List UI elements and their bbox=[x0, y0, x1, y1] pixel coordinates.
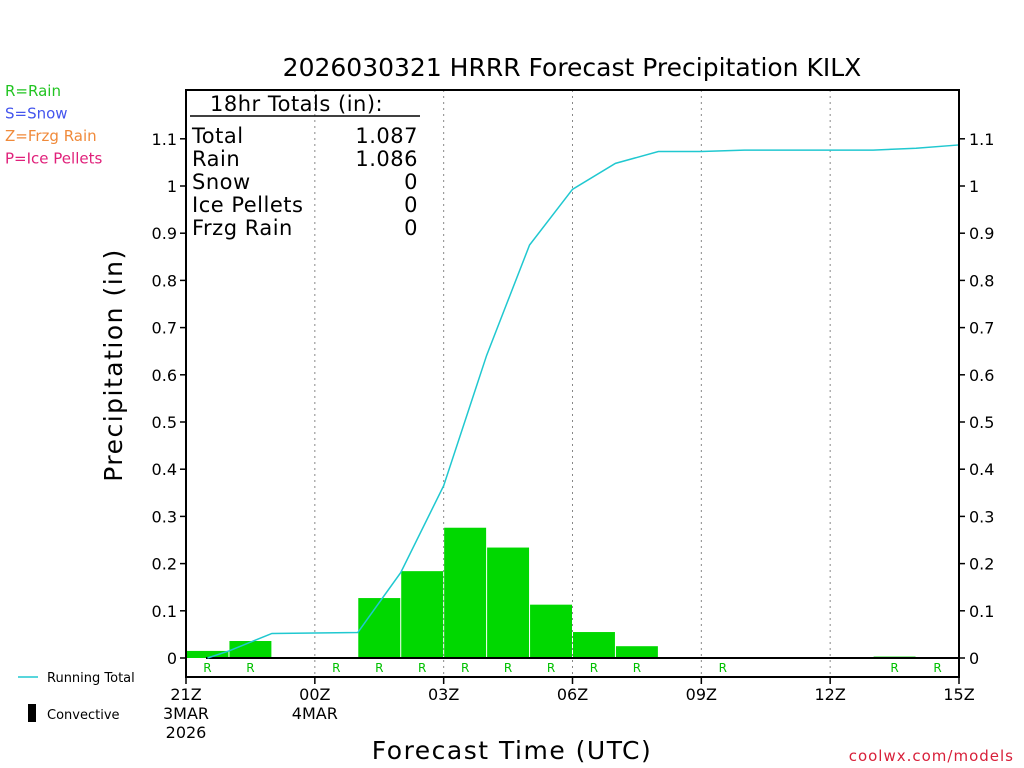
y-tick-label-left: 0.1 bbox=[152, 602, 177, 621]
x-tick-date: 3MAR bbox=[163, 704, 209, 723]
type-marker: R bbox=[332, 661, 340, 675]
y-tick-label-right: 0.2 bbox=[969, 555, 994, 574]
y-tick-label-right: 0.6 bbox=[969, 366, 994, 385]
type-legend-entry: Z=Frzg Rain bbox=[5, 127, 97, 145]
x-tick-year: 2026 bbox=[166, 723, 207, 742]
precip-bar bbox=[186, 650, 229, 658]
running-total-line bbox=[207, 144, 960, 659]
y-tick-label-left: 0.7 bbox=[152, 319, 177, 338]
y-tick-label-left: 0 bbox=[167, 649, 177, 668]
credit-text: coolwx.com/models bbox=[849, 747, 1014, 765]
totals-row-label: Rain bbox=[192, 147, 240, 171]
totals-row-value: 0 bbox=[404, 193, 418, 217]
precip-bar bbox=[573, 632, 615, 658]
totals-row-label: Snow bbox=[192, 170, 251, 194]
convective-legend-swatch bbox=[28, 704, 36, 722]
y-axis-ticks: 0 00.1 0.10.2 0.20.3 0.30.4 0.40.5 0.50.6 0.60.… bbox=[152, 130, 995, 668]
y-tick-label-right: 0.4 bbox=[969, 460, 994, 479]
y-tick-label-right: 0.3 bbox=[969, 507, 994, 526]
totals-rows: Total 1.087 Rain 1.086 Snow 0 Ice Pellets 0 Frzg… bbox=[191, 124, 418, 240]
precip-bar bbox=[358, 598, 401, 658]
running-total-polyline bbox=[207, 144, 960, 659]
y-tick-label-right: 1.1 bbox=[969, 130, 994, 149]
x-tick-label: 03Z bbox=[428, 685, 459, 704]
totals-row-label: Ice Pellets bbox=[192, 193, 303, 217]
precip-bar bbox=[229, 641, 272, 658]
precip-type-legend: R=Rain S=Snow Z=Frzg Rain P=Ice Pellets bbox=[5, 82, 102, 168]
totals-row-label: Frzg Rain bbox=[192, 216, 293, 240]
type-marker: R bbox=[633, 661, 641, 675]
y-tick-label-right: 0.8 bbox=[969, 271, 994, 290]
totals-heading: 18hr Totals (in): bbox=[210, 92, 383, 116]
totals-row-value: 0 bbox=[404, 216, 418, 240]
x-tick-label: 12Z bbox=[815, 685, 846, 704]
type-marker: R bbox=[547, 661, 555, 675]
y-tick-label-left: 0.5 bbox=[152, 413, 177, 432]
y-tick-label-right: 0.9 bbox=[969, 224, 994, 243]
type-marker: R bbox=[890, 661, 898, 675]
precip-bar bbox=[615, 646, 658, 658]
y-tick-label-right: 1 bbox=[969, 177, 979, 196]
type-legend-entry: S=Snow bbox=[5, 105, 68, 123]
type-marker: R bbox=[246, 661, 254, 675]
type-legend-entry: P=Ice Pellets bbox=[5, 150, 102, 168]
type-marker: R bbox=[375, 661, 383, 675]
y-tick-label-right: 0.5 bbox=[969, 413, 994, 432]
precip-bar bbox=[530, 604, 572, 658]
y-axis-title: Precipitation (in) bbox=[99, 248, 128, 482]
y-tick-label-left: 0.4 bbox=[152, 460, 177, 479]
y-tick-label-left: 0.3 bbox=[152, 507, 177, 526]
precip-bar bbox=[444, 527, 487, 658]
convective-legend-label: Convective bbox=[47, 708, 120, 723]
y-tick-label-right: 0 bbox=[969, 649, 979, 668]
x-tick-label: 00Z bbox=[299, 685, 330, 704]
y-tick-label-left: 0.8 bbox=[152, 271, 177, 290]
precip-bar bbox=[487, 547, 530, 658]
type-marker: R bbox=[203, 661, 211, 675]
type-marker: R bbox=[933, 661, 941, 675]
totals-row-value: 1.087 bbox=[355, 124, 418, 148]
type-marker: R bbox=[418, 661, 426, 675]
x-tick-date: 4MAR bbox=[292, 704, 338, 723]
y-tick-label-right: 0.7 bbox=[969, 319, 994, 338]
x-tick-label: 21Z bbox=[170, 685, 201, 704]
y-tick-label-left: 0.6 bbox=[152, 366, 177, 385]
type-marker: R bbox=[461, 661, 469, 675]
totals-row-value: 1.086 bbox=[355, 147, 418, 171]
x-axis-title: Forecast Time (UTC) bbox=[372, 736, 652, 765]
running-total-legend-label: Running Total bbox=[47, 671, 135, 686]
totals-row-label: Total bbox=[191, 124, 244, 148]
x-tick-label: 06Z bbox=[557, 685, 588, 704]
type-marker: R bbox=[590, 661, 598, 675]
y-tick-label-right: 0.1 bbox=[969, 602, 994, 621]
chart-title: 2026030321 HRRR Forecast Precipitation K… bbox=[283, 53, 862, 82]
y-tick-label-left: 0.9 bbox=[152, 224, 177, 243]
y-tick-label-left: 0.2 bbox=[152, 555, 177, 574]
totals-row-value: 0 bbox=[404, 170, 418, 194]
series-legend: Running Total Convective bbox=[18, 671, 135, 723]
precip-bar bbox=[401, 571, 444, 658]
type-legend-entry: R=Rain bbox=[5, 82, 61, 100]
y-tick-label-left: 1 bbox=[167, 177, 177, 196]
x-tick-label: 15Z bbox=[943, 685, 974, 704]
x-tick-label: 09Z bbox=[686, 685, 717, 704]
type-marker: R bbox=[719, 661, 727, 675]
vertical-gridlines bbox=[314, 90, 831, 677]
totals-box: 18hr Totals (in): Total 1.087 Rain 1.086 Sno… bbox=[190, 92, 420, 240]
type-marker: R bbox=[504, 661, 512, 675]
y-tick-label-left: 1.1 bbox=[152, 130, 177, 149]
